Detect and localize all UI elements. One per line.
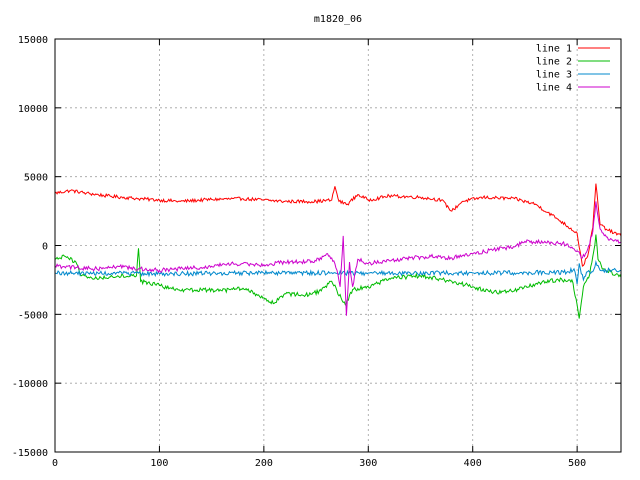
x-tick-label: 200 bbox=[255, 458, 273, 469]
grid-lines bbox=[55, 39, 621, 452]
x-tick-label: 300 bbox=[359, 458, 377, 469]
x-tick-label: 500 bbox=[568, 458, 586, 469]
y-tick-label: 10000 bbox=[18, 104, 48, 115]
x-tick-label: 0 bbox=[52, 458, 58, 469]
x-tick-label: 100 bbox=[150, 458, 168, 469]
legend-label: line 4 bbox=[536, 83, 572, 94]
legend: line 1 line 2 line 3 line 4 bbox=[536, 44, 610, 94]
y-tick-label: -5000 bbox=[18, 310, 48, 321]
y-tick-label: -10000 bbox=[12, 379, 48, 390]
axis-ticks: 0 100 200 300 400 500 -15000 -10000 -5000 0 5000 10… bbox=[12, 35, 621, 469]
legend-label: line 1 bbox=[536, 44, 572, 55]
y-tick-label: 15000 bbox=[18, 35, 48, 46]
y-tick-label: 5000 bbox=[24, 173, 48, 184]
series-line-4 bbox=[54, 201, 622, 316]
series-line-2 bbox=[54, 234, 622, 319]
chart-title: m1820_06 bbox=[314, 14, 362, 25]
series-layer bbox=[54, 183, 622, 319]
legend-label: line 3 bbox=[536, 70, 572, 81]
series-line-1 bbox=[54, 183, 622, 267]
y-tick-label: 0 bbox=[42, 242, 48, 253]
x-tick-label: 400 bbox=[464, 458, 482, 469]
y-tick-label: -15000 bbox=[12, 448, 48, 459]
legend-label: line 2 bbox=[536, 57, 572, 68]
